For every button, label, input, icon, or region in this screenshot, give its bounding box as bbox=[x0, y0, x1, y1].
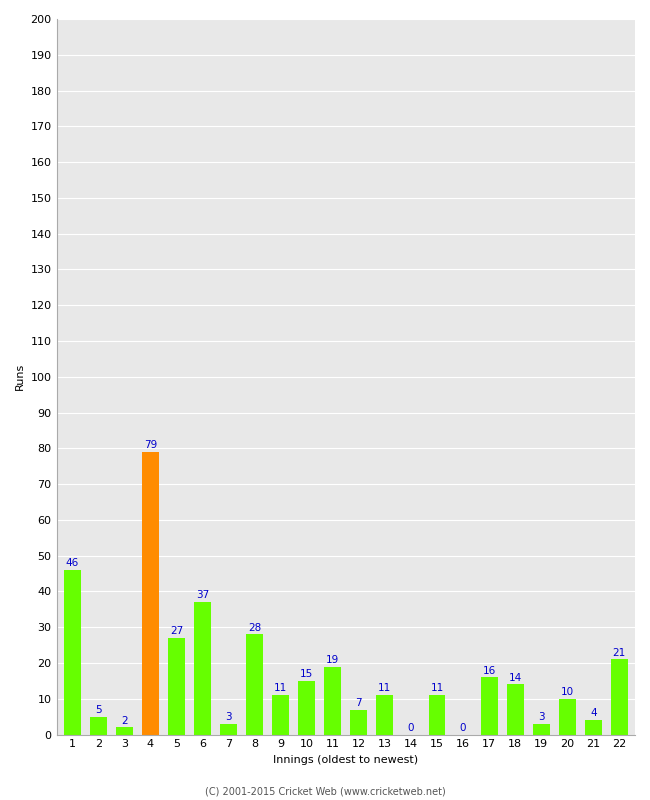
Text: 3: 3 bbox=[225, 712, 232, 722]
Bar bbox=[194, 602, 211, 734]
Bar bbox=[350, 710, 367, 734]
Bar bbox=[298, 681, 315, 734]
Bar bbox=[324, 666, 341, 734]
Bar bbox=[64, 570, 81, 734]
Text: 14: 14 bbox=[508, 673, 522, 682]
Text: 11: 11 bbox=[274, 683, 287, 694]
Bar bbox=[506, 685, 524, 734]
Bar bbox=[428, 695, 445, 734]
Text: 11: 11 bbox=[430, 683, 443, 694]
Bar bbox=[376, 695, 393, 734]
Bar bbox=[480, 678, 497, 734]
X-axis label: Innings (oldest to newest): Innings (oldest to newest) bbox=[273, 755, 419, 765]
Bar bbox=[272, 695, 289, 734]
Text: 37: 37 bbox=[196, 590, 209, 601]
Y-axis label: Runs: Runs bbox=[15, 363, 25, 390]
Text: 79: 79 bbox=[144, 440, 157, 450]
Text: 28: 28 bbox=[248, 622, 261, 633]
Text: 10: 10 bbox=[561, 687, 574, 697]
Bar bbox=[611, 659, 628, 734]
Bar bbox=[90, 717, 107, 734]
Text: 0: 0 bbox=[408, 722, 414, 733]
Bar bbox=[116, 727, 133, 734]
Bar bbox=[220, 724, 237, 734]
Text: 0: 0 bbox=[460, 722, 466, 733]
Text: 4: 4 bbox=[590, 709, 597, 718]
Text: 11: 11 bbox=[378, 683, 391, 694]
Bar bbox=[533, 724, 550, 734]
Bar bbox=[142, 452, 159, 734]
Text: 16: 16 bbox=[482, 666, 496, 675]
Text: 15: 15 bbox=[300, 669, 313, 679]
Text: 46: 46 bbox=[66, 558, 79, 568]
Text: (C) 2001-2015 Cricket Web (www.cricketweb.net): (C) 2001-2015 Cricket Web (www.cricketwe… bbox=[205, 786, 445, 796]
Text: 5: 5 bbox=[95, 705, 101, 715]
Bar bbox=[246, 634, 263, 734]
Text: 19: 19 bbox=[326, 655, 339, 665]
Text: 21: 21 bbox=[613, 648, 626, 658]
Bar bbox=[168, 638, 185, 734]
Text: 2: 2 bbox=[121, 716, 127, 726]
Text: 27: 27 bbox=[170, 626, 183, 636]
Bar bbox=[559, 699, 576, 734]
Text: 7: 7 bbox=[356, 698, 362, 708]
Bar bbox=[585, 720, 602, 734]
Text: 3: 3 bbox=[538, 712, 545, 722]
